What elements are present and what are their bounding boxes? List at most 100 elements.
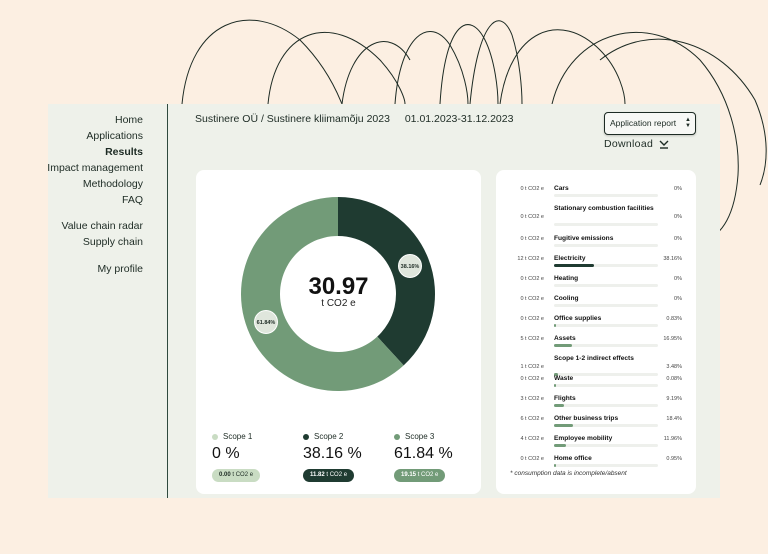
scope3-amount-badge: 19.15 t CO2 e (394, 469, 446, 482)
slice-label-scope2: 38.16% (398, 254, 422, 278)
total-emissions-unit: t CO2 e (321, 298, 356, 309)
category-name: Assets (554, 335, 576, 342)
footnote: * consumption data is incomplete/absent (510, 470, 627, 477)
category-bar (554, 284, 658, 287)
category-value: 12 t CO2 e (517, 256, 544, 262)
profile-nav: My profile (97, 261, 143, 277)
category-value: 0 t CO2 e (520, 456, 544, 462)
category-bar (554, 424, 658, 427)
main-nav: Home Applications Results Impact managem… (47, 112, 143, 208)
category-percent: 0.83% (666, 316, 682, 322)
scope1-label: Scope 1 (223, 432, 253, 441)
category-bar (554, 464, 658, 467)
sidebar-item-value-chain-radar[interactable]: Value chain radar (61, 220, 143, 232)
category-bar (554, 344, 658, 347)
category-bar (554, 444, 658, 447)
category-value: 5 t CO2 e (520, 336, 544, 342)
report-select[interactable]: Application report ▲ ▼ (604, 112, 696, 135)
category-breakdown-card: * consumption data is incomplete/absent … (496, 170, 696, 494)
select-arrows-icon: ▲ ▼ (685, 117, 691, 129)
category-bar-fill (554, 324, 556, 327)
category-value: 0 t CO2 e (520, 316, 544, 322)
sidebar-item-applications[interactable]: Applications (86, 130, 143, 142)
category-name: Stationary combustion facilities (554, 205, 654, 212)
category-name: Waste (554, 375, 574, 382)
sidebar-item-my-profile[interactable]: My profile (97, 263, 143, 275)
scope3-amount: 19.15 (401, 472, 417, 478)
category-percent: 38.16% (663, 256, 682, 262)
category-name: Home office (554, 455, 592, 462)
scope2-dot (303, 433, 309, 440)
sidebar-item-supply-chain[interactable]: Supply chain (82, 236, 143, 248)
category-bar-fill (554, 464, 556, 467)
sidebar-item-results[interactable]: Results (105, 146, 143, 158)
scope1-amount-badge: 0.00 t CO2 e (212, 469, 261, 482)
category-bar (554, 404, 658, 407)
category-percent: 0% (674, 214, 682, 220)
donut-slice-scope-2 (338, 197, 435, 366)
download-label: Download (604, 138, 654, 150)
scope1-summary: Scope 1 0 % 0.00 t CO2 e (212, 432, 292, 482)
download-icon (659, 140, 669, 149)
category-bar (554, 264, 658, 267)
category-percent: 0.08% (666, 376, 682, 382)
category-name: Fugitive emissions (554, 235, 614, 242)
category-value: 3 t CO2 e (520, 396, 544, 402)
scope-donut-chart (240, 197, 435, 391)
breadcrumb: Sustinere OÜ / Sustinere kliimamõju 2023… (195, 113, 513, 125)
category-bar-fill (554, 264, 594, 267)
category-value: 1 t CO2 e (520, 364, 544, 370)
scope2-label: Scope 2 (314, 432, 344, 441)
category-bar-fill (554, 424, 574, 427)
sidebar-item-home[interactable]: Home (114, 114, 143, 126)
download-button[interactable]: Download (604, 138, 669, 150)
category-bar (554, 194, 658, 197)
category-bar (554, 384, 658, 387)
category-value: 0 t CO2 e (520, 214, 544, 220)
category-bar (554, 324, 658, 327)
category-percent: 16.95% (663, 336, 682, 342)
footnote-text: consumption data is incomplete/absent (514, 470, 627, 477)
category-name: Scope 1-2 indirect effects (554, 355, 634, 362)
category-value: 0 t CO2 e (520, 376, 544, 382)
category-bar (554, 373, 658, 376)
category-bar-fill (554, 344, 572, 347)
sidebar-item-impact-management[interactable]: Impact management (47, 162, 143, 174)
category-percent: 11.96% (663, 436, 682, 442)
scope-chart-card: 30.97 t CO2 e 38.16% 61.84% Scope 1 0 % … (196, 170, 481, 494)
scope1-dot (212, 433, 218, 440)
category-percent: 0.95% (666, 456, 682, 462)
scope3-percent: 61.84 % (394, 445, 453, 462)
category-value: 0 t CO2 e (520, 236, 544, 242)
sidebar-item-faq[interactable]: FAQ (121, 194, 143, 206)
scope2-amount-badge: 11.82 t CO2 e (303, 469, 355, 482)
scope3-dot (394, 433, 400, 440)
category-bar-fill (554, 444, 567, 447)
donut-slice-scope-3 (240, 197, 404, 391)
breadcrumb-path: Sustinere OÜ / Sustinere kliimamõju 2023 (195, 113, 390, 125)
sidebar-item-methodology[interactable]: Methodology (82, 178, 143, 190)
category-percent: 0% (674, 186, 682, 192)
category-value: 0 t CO2 e (520, 276, 544, 282)
sidebar: Home Applications Results Impact managem… (47, 104, 168, 498)
category-name: Flights (554, 395, 576, 402)
category-percent: 18.4% (666, 416, 682, 422)
scope2-percent: 38.16 % (303, 445, 362, 462)
report-select-value: Application report (610, 118, 677, 128)
total-emissions-value: 30.97 (308, 273, 369, 300)
scope1-percent: 0 % (212, 445, 240, 462)
category-percent: 0% (674, 236, 682, 242)
category-bar-fill (554, 404, 564, 407)
slice-label-scope3: 61.84% (254, 310, 278, 334)
scope2-summary: Scope 2 38.16 % 11.82 t CO2 e (303, 432, 383, 482)
category-name: Electricity (554, 255, 586, 262)
category-value: 4 t CO2 e (520, 436, 544, 442)
category-name: Other business trips (554, 415, 619, 422)
category-name: Heating (554, 275, 579, 282)
scope2-amount: 11.82 (310, 472, 325, 478)
scope2-unit: t CO2 e (326, 472, 348, 478)
category-value: 0 t CO2 e (520, 186, 544, 192)
category-value: 0 t CO2 e (520, 296, 544, 302)
scope1-amount: 0.00 (219, 472, 231, 478)
